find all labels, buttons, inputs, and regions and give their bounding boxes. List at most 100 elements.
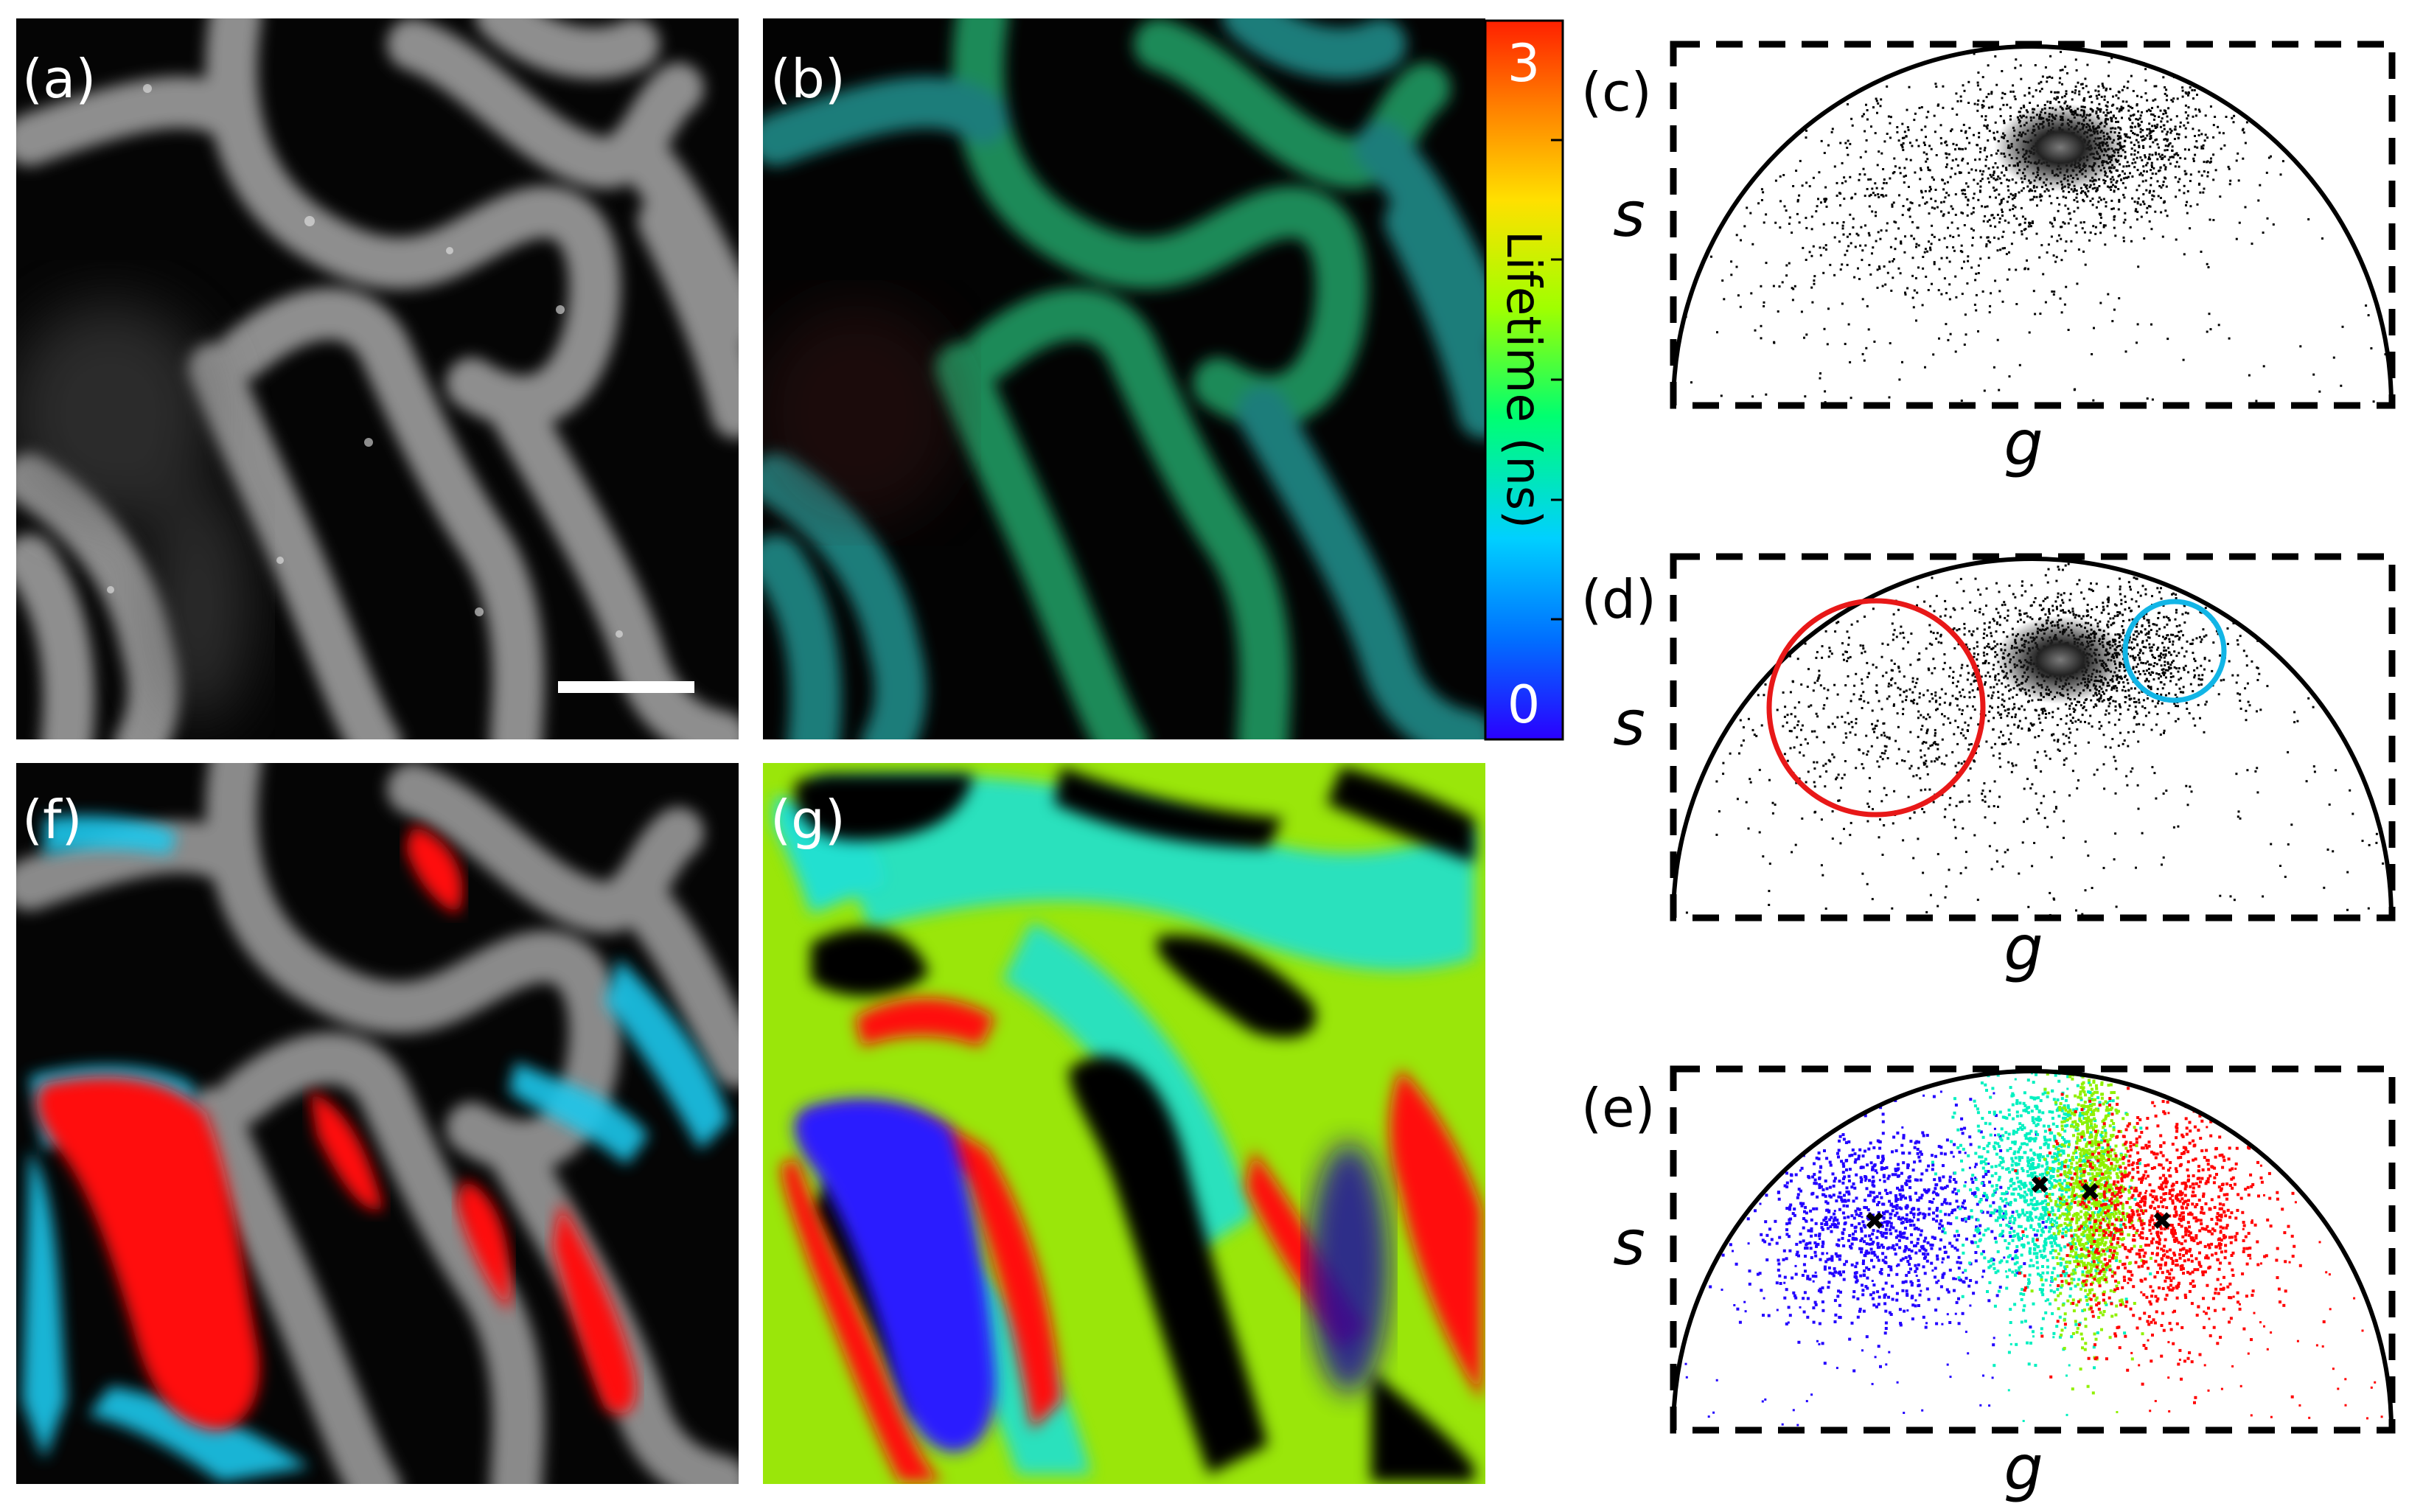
scatter-point: [1875, 691, 1878, 694]
scatter-point: [2189, 180, 2192, 182]
scatter-point: [2012, 231, 2015, 234]
scatter-point: [1874, 182, 1877, 185]
scatter-point: [2139, 648, 2142, 651]
scatter-point: [2108, 60, 2110, 63]
scatter-point: [1984, 215, 1987, 217]
scatter-point: [1979, 607, 1981, 610]
scatter-point: [2085, 195, 2088, 198]
scatter-point: [1903, 130, 1906, 133]
scatter-point: [1981, 178, 1984, 181]
scatter-point: [2372, 400, 2375, 403]
scatter-point: [1785, 721, 1788, 724]
scatter-point: [2111, 738, 2114, 740]
scatter-point: [1973, 133, 1975, 136]
scatter-point: [1997, 691, 2000, 694]
scatter-point: [2015, 713, 2017, 716]
scatter-point: [2200, 683, 2203, 686]
scatter-point: [1934, 189, 1937, 191]
scatter-point: [2122, 681, 2125, 684]
scatter-point: [2108, 596, 2110, 599]
scatter-point: [2066, 72, 2068, 74]
scatter-point: [1948, 1268, 1952, 1272]
scatter-point: [1765, 213, 1768, 216]
scatter-point: [2071, 91, 2074, 94]
scatter-point: [2180, 647, 2183, 649]
scatter-point: [1835, 195, 1838, 197]
scatter-point: [2117, 120, 2119, 123]
scatter-point: [2001, 865, 2004, 868]
scatter-point: [2075, 909, 2077, 912]
panel-e-phasor: ✖✖ ✖✖ (e) s g: [1581, 1065, 2396, 1504]
scatter-point: [2054, 91, 2057, 94]
scatter-point: [2160, 186, 2163, 189]
scatter-point: [2135, 866, 2137, 869]
scatter-point: [1812, 176, 1815, 179]
scatter-point: [2063, 759, 2065, 762]
scatter-point: [2094, 703, 2097, 706]
scatter-point: [1954, 173, 1957, 175]
scatter-point: [2164, 661, 2166, 663]
scatter-point: [2192, 652, 2194, 655]
scatter-point: [1715, 833, 1718, 836]
scatter-point: [2142, 144, 2144, 147]
scatter-point: [1839, 204, 1841, 207]
scatter-point: [2153, 115, 2156, 118]
scatter-point: [2000, 198, 2003, 201]
scatter-point: [2096, 768, 2099, 771]
scatter-point: [2072, 190, 2075, 193]
scatter-point: [1886, 222, 1889, 225]
scatter-point: [1903, 175, 1906, 178]
scatter-point: [1894, 248, 1897, 251]
scatter-point: [1977, 687, 1979, 690]
scatter-point: [1768, 1242, 1771, 1246]
scatter-point: [1997, 711, 2000, 714]
scatter-point: [2184, 127, 2187, 130]
scatter-point: [2132, 131, 2134, 134]
scatter-point: [2144, 156, 2147, 158]
scatter-point: [1783, 753, 1786, 756]
scatter-point: [2136, 201, 2139, 203]
scatter-point: [1913, 811, 1916, 814]
scatter-point: [2244, 626, 2246, 629]
scatter-point: [1785, 264, 1788, 267]
scatter-point: [2047, 568, 2050, 571]
scatter-point: [1812, 1320, 1816, 1324]
scatter-point: [1939, 635, 1942, 638]
scatter-point: [2067, 329, 2070, 331]
scatter-point: [1847, 323, 1850, 326]
scatter-point: [1793, 285, 1796, 288]
scatter-point: [1962, 212, 1964, 215]
scatter-point: [1922, 1212, 1925, 1216]
scatter-point: [2002, 631, 2005, 633]
scatter-point: [2204, 133, 2207, 136]
scatter-point: [1791, 299, 1794, 302]
scatter-point: [2006, 278, 2009, 281]
scatter-point: [1948, 298, 1951, 301]
scatter-point: [1903, 167, 1906, 170]
scatter-point: [2058, 81, 2061, 84]
scatter-point: [1790, 730, 1793, 733]
scatter-point: [1912, 857, 1915, 860]
scatter-point: [2050, 235, 2053, 238]
scatter-point: [1805, 181, 1808, 184]
scatter-point: [2232, 121, 2235, 124]
scatter-point: [2023, 105, 2026, 108]
scatter-point: [2062, 609, 2064, 612]
scatter-point: [1956, 114, 1959, 116]
scatter-point: [2157, 700, 2160, 703]
scatter-point: [2178, 165, 2180, 168]
scatter-point: [2009, 115, 2012, 117]
scatter-point: [2307, 697, 2310, 700]
scatter-point: [2014, 195, 2017, 198]
scatter-point: [1887, 115, 1890, 118]
scatter-point: [2139, 156, 2142, 158]
scatter-point: [2148, 686, 2151, 689]
scatter-point: [2219, 654, 2221, 657]
scatter-point: [1870, 125, 1872, 128]
scatter-point: [2122, 170, 2124, 173]
scatter-point: [1940, 210, 1942, 213]
scatter-point: [1834, 630, 1837, 633]
scatter-point: [2044, 301, 2047, 304]
scatter-point: [2052, 897, 2055, 900]
scatter-point: [1930, 760, 1933, 763]
